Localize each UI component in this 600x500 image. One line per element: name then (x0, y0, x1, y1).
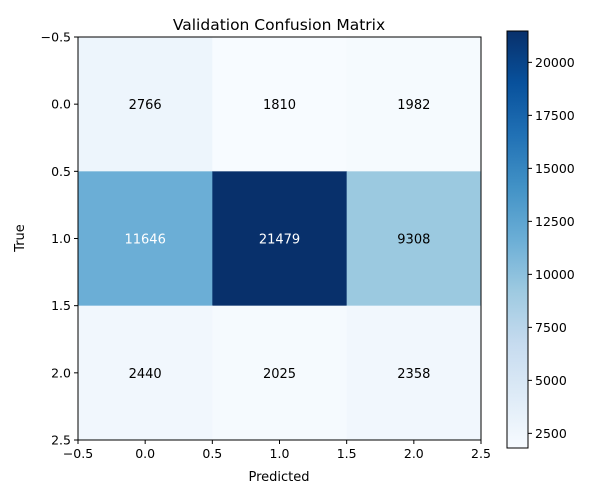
y-tick-label: 1.0 (51, 231, 71, 246)
heatmap-cell-0-2 (346, 37, 482, 172)
y-tick-label: 0.5 (51, 164, 71, 179)
y-tick-label: 1.5 (51, 298, 71, 313)
colorbar-tick-label: 17500 (535, 108, 575, 123)
colorbar-ticks: 2500 5000 7500 10000 12500 15000 17500 20000 (528, 55, 575, 441)
cell-value-1-2: 9308 (397, 233, 430, 248)
heatmap-cells (78, 37, 482, 441)
colorbar-tick-label: 5000 (535, 373, 567, 388)
y-tick-label: 2.0 (51, 365, 71, 380)
x-tick-label: 2.5 (471, 446, 491, 461)
cell-value-0-1: 1810 (263, 98, 296, 113)
x-tick-label: 1.5 (337, 446, 357, 461)
y-tick-label: −0.5 (41, 30, 71, 45)
x-tick-label: −0.5 (63, 446, 93, 461)
colorbar-tick-label: 12500 (535, 214, 575, 229)
cell-value-1-1: 21479 (259, 233, 300, 248)
y-tick-label: 2.5 (51, 433, 71, 448)
cell-value-0-0: 2766 (129, 98, 162, 113)
colorbar-tick-label: 2500 (535, 426, 567, 441)
heatmap-cell-0-0 (78, 37, 213, 172)
heatmap-cell-labels: 2766 1810 1982 11646 21479 9308 2440 2025 2358 (124, 98, 430, 382)
cell-value-2-1: 2025 (263, 367, 296, 382)
cell-value-2-2: 2358 (397, 367, 430, 382)
colorbar-tick-label: 20000 (535, 55, 575, 70)
heatmap-cell-0-1 (212, 37, 348, 172)
x-tick-label: 0.0 (135, 446, 155, 461)
y-axis-label: True (13, 224, 28, 253)
heatmap-cell-1-0 (78, 171, 213, 307)
heatmap-cell-1-1 (212, 171, 348, 307)
heatmap-cell-2-1 (212, 305, 348, 441)
y-tick-label: 0.0 (51, 97, 71, 112)
heatmap-cell-2-0 (78, 305, 213, 441)
colorbar-tick-label: 7500 (535, 320, 567, 335)
colorbar-tick-label: 10000 (535, 267, 575, 282)
x-tick-label: 0.5 (202, 446, 222, 461)
colorbar-tick-label: 15000 (535, 161, 575, 176)
cell-value-0-2: 1982 (397, 98, 430, 113)
x-tick-label: 2.0 (404, 446, 424, 461)
cell-value-1-0: 11646 (124, 233, 165, 248)
x-axis-label: Predicted (248, 470, 309, 485)
x-tick-label: 1.0 (270, 446, 290, 461)
chart-title: Validation Confusion Matrix (173, 16, 385, 34)
heatmap-cell-1-2 (346, 171, 482, 307)
x-axis-ticks: −0.5 0.0 0.5 1.0 1.5 2.0 2.5 (63, 440, 491, 461)
cell-value-2-0: 2440 (129, 367, 162, 382)
heatmap-cell-2-2 (346, 305, 482, 441)
colorbar (506, 30, 529, 449)
y-axis-ticks: −0.5 0.0 0.5 1.0 1.5 2.0 2.5 (41, 30, 78, 448)
